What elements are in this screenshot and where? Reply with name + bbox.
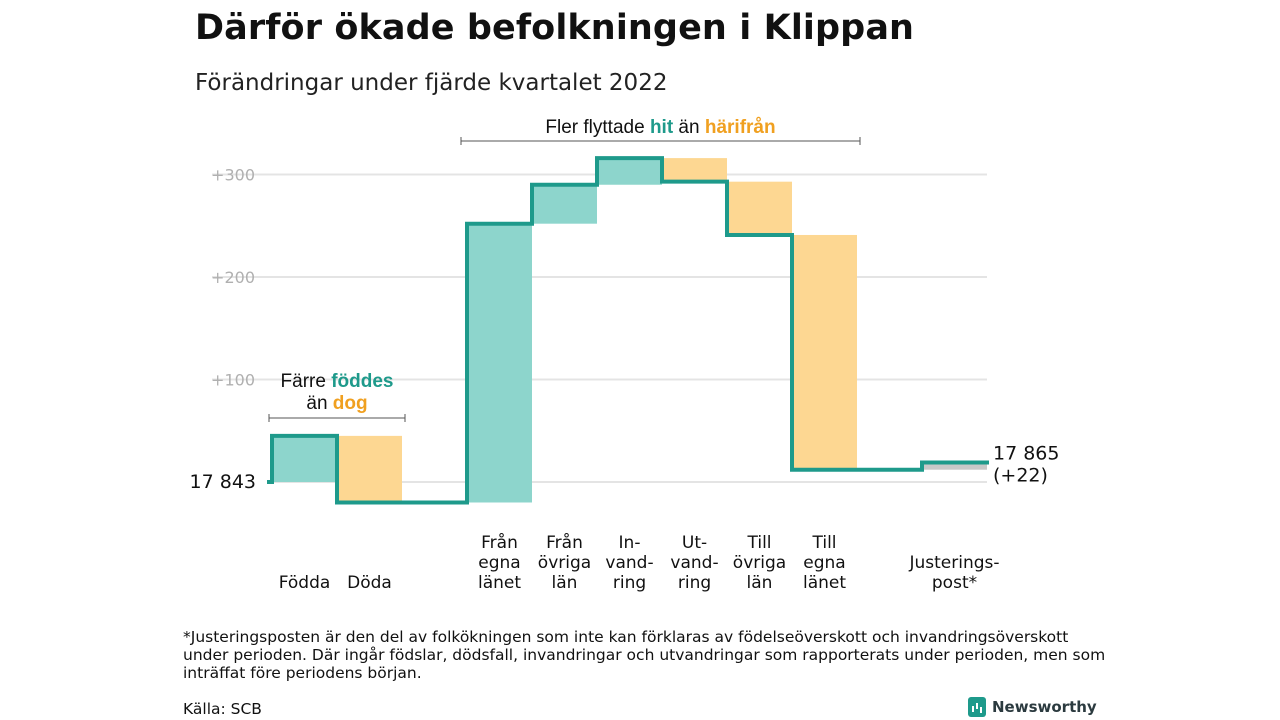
- category-label: länet: [803, 573, 846, 593]
- y-tick-label: +100: [211, 371, 255, 390]
- category-label: egna: [803, 553, 845, 573]
- waterfall-bar: [922, 462, 987, 470]
- waterfall-bar: [467, 223, 532, 503]
- category-label: Från: [546, 532, 583, 553]
- source-label: Källa: SCB: [183, 700, 262, 718]
- category-label: länet: [478, 573, 521, 593]
- category-label: Till: [811, 533, 836, 553]
- annotation-births-line1: Färre föddes: [281, 371, 394, 392]
- category-label: Justerings-: [908, 553, 999, 573]
- category-label: vand-: [670, 553, 718, 573]
- waterfall-chart: +100 +200 +300 17 843 17 865(+22) Födda Döda Fr…: [190, 117, 1060, 593]
- y-tick-label: +200: [211, 268, 255, 287]
- start-value-label: 17 843: [190, 471, 256, 493]
- category-label: Födda: [279, 573, 331, 593]
- category-label: Döda: [347, 573, 392, 593]
- category-label: vand-: [605, 553, 653, 573]
- category-label: In-: [619, 533, 641, 553]
- end-change-label: (+22): [993, 465, 1048, 487]
- brand-logo: Newsworthy: [968, 697, 1097, 717]
- annotation-births-line2: än dog: [306, 393, 367, 414]
- category-label: ring: [678, 573, 711, 593]
- cumulative-step-line: [267, 156, 989, 505]
- waterfall-bar: [337, 435, 402, 503]
- waterfall-bar: [792, 234, 857, 470]
- footnote: *Justeringsposten är den del av folkökni…: [183, 628, 1106, 682]
- category-label: post*: [932, 573, 977, 593]
- category-label: Till: [746, 533, 771, 553]
- y-tick-label: +300: [211, 166, 255, 185]
- category-label: övriga: [733, 553, 786, 573]
- category-label: län: [747, 573, 773, 593]
- bar-chart-icon: [968, 697, 986, 717]
- waterfall-bar: [532, 184, 597, 224]
- category-label: Från: [481, 532, 518, 553]
- category-label: ring: [613, 573, 646, 593]
- brand-name: Newsworthy: [992, 698, 1097, 716]
- waterfall-bar: [727, 181, 792, 235]
- waterfall-bar: [597, 158, 662, 185]
- annotation-migration: Fler flyttade hit än härifrån: [545, 117, 775, 138]
- chart-subtitle: Förändringar under fjärde kvartalet 2022: [195, 70, 668, 96]
- end-value-label: 17 865: [993, 443, 1059, 465]
- waterfall-bar: [662, 158, 727, 182]
- category-label: egna: [478, 553, 520, 573]
- chart-title: Därför ökade befolkningen i Klippan: [195, 8, 915, 48]
- category-label: övriga: [538, 553, 591, 573]
- category-label: Ut-: [682, 533, 707, 553]
- waterfall-bar: [272, 435, 337, 482]
- category-label: län: [552, 573, 578, 593]
